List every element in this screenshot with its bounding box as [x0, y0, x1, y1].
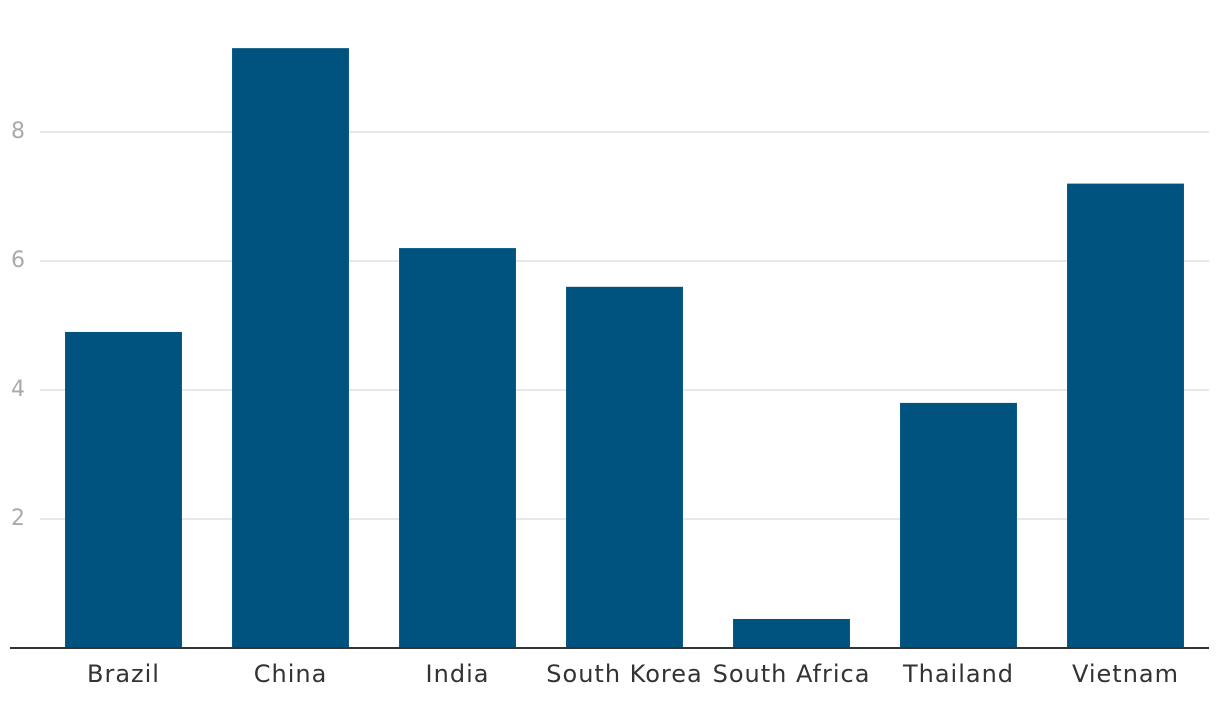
x-tick-label: Brazil	[87, 660, 160, 688]
y-tick-label: 8	[11, 119, 25, 144]
x-tick-label: Vietnam	[1072, 660, 1179, 688]
y-tick-label: 4	[11, 377, 25, 402]
bar	[900, 402, 1017, 648]
x-tick-label: South Africa	[713, 660, 871, 688]
bar	[733, 618, 850, 648]
x-tick-label: Thailand	[902, 660, 1014, 688]
bar	[232, 48, 349, 648]
y-tick-label: 2	[11, 506, 25, 531]
bar	[1067, 183, 1184, 648]
y-tick-label: 6	[11, 248, 25, 273]
x-tick-label: India	[426, 660, 490, 688]
bar	[399, 248, 516, 648]
x-tick-label: South Korea	[546, 660, 702, 688]
bar	[65, 331, 182, 648]
x-tick-label: China	[254, 660, 328, 688]
bar	[566, 286, 683, 648]
